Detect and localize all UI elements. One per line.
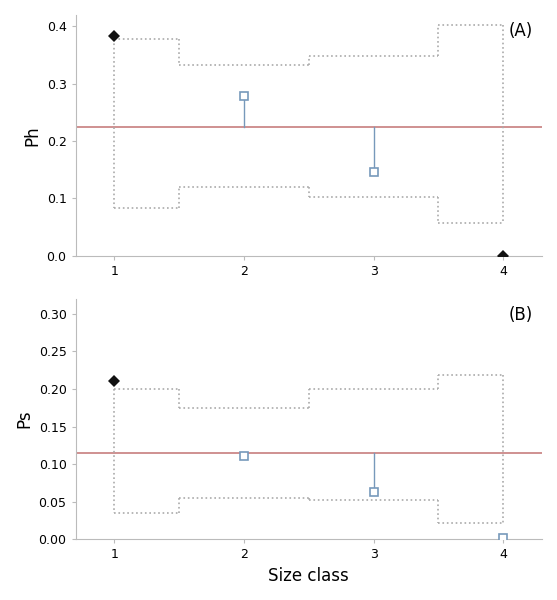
Y-axis label: Ph: Ph (23, 125, 41, 146)
Y-axis label: Ps: Ps (15, 410, 33, 428)
Text: (B): (B) (509, 306, 532, 324)
Text: (A): (A) (509, 22, 532, 40)
X-axis label: Size class: Size class (268, 567, 349, 585)
